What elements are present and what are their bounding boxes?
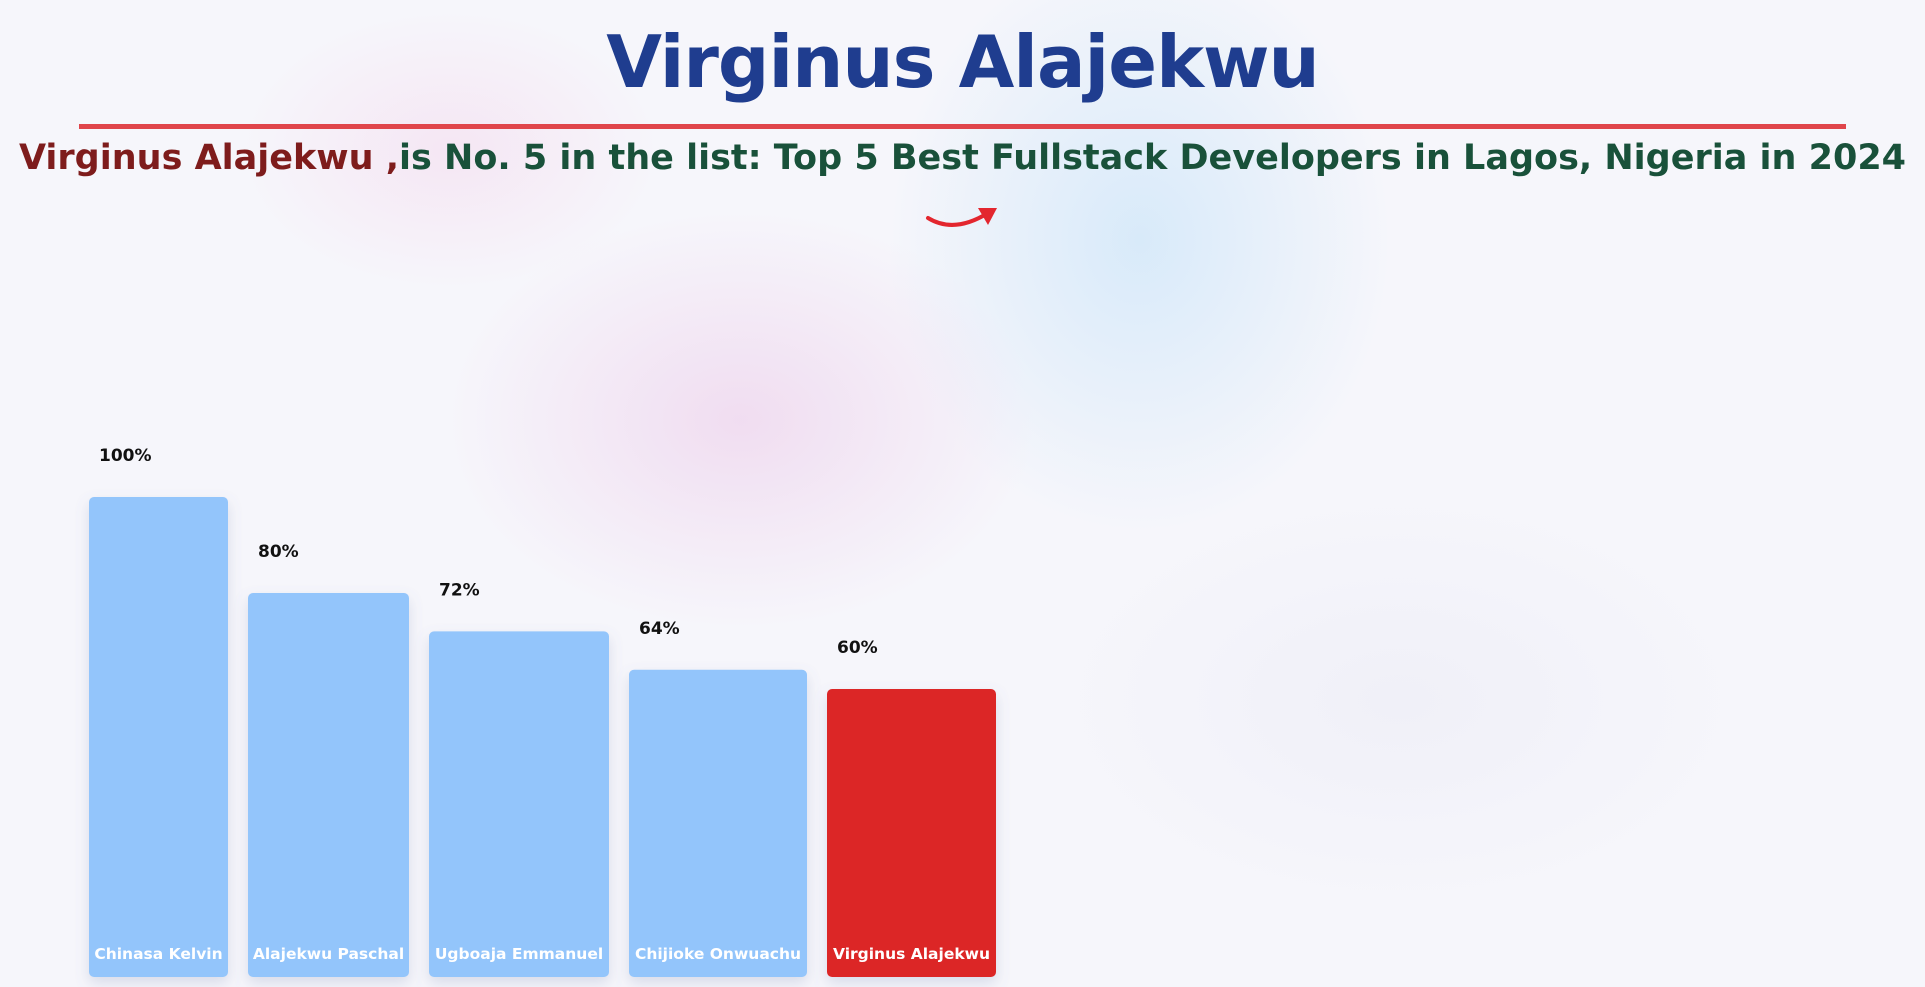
value-label-alajekwu-paschal: 80% (258, 542, 299, 562)
value-label-chijioke-onwuachu: 64% (639, 619, 680, 639)
bar-virginus-alajekwu (827, 689, 996, 977)
value-label-chinasa-kelvin: 100% (99, 446, 152, 466)
value-label-ugboaja-emmanuel: 72% (439, 580, 480, 600)
category-label-ugboaja-emmanuel: Ugboaja Emmanuel (435, 945, 603, 963)
category-label-virginus-alajekwu: Virginus Alajekwu (833, 945, 990, 963)
curved-arrow-icon (926, 208, 997, 227)
bar-ugboaja-emmanuel (429, 631, 609, 977)
ranking-subtitle: Virginus Alajekwu ,is No. 5 in the list:… (0, 138, 1925, 178)
category-label-chijioke-onwuachu: Chijioke Onwuachu (635, 945, 801, 963)
subtitle-rest: is No. 5 in the list: Top 5 Best Fullsta… (399, 138, 1907, 178)
subtitle-name: Virginus Alajekwu , (18, 138, 400, 178)
category-label-alajekwu-paschal: Alajekwu Paschal (253, 945, 404, 963)
bar-alajekwu-paschal (248, 593, 409, 977)
page-title: Virginus Alajekwu (606, 20, 1319, 104)
title-divider (79, 124, 1846, 129)
bar-chijioke-onwuachu (629, 669, 807, 977)
category-label-chinasa-kelvin: Chinasa Kelvin (94, 945, 222, 963)
value-label-virginus-alajekwu: 60% (837, 638, 878, 658)
bar-chinasa-kelvin (89, 497, 228, 977)
